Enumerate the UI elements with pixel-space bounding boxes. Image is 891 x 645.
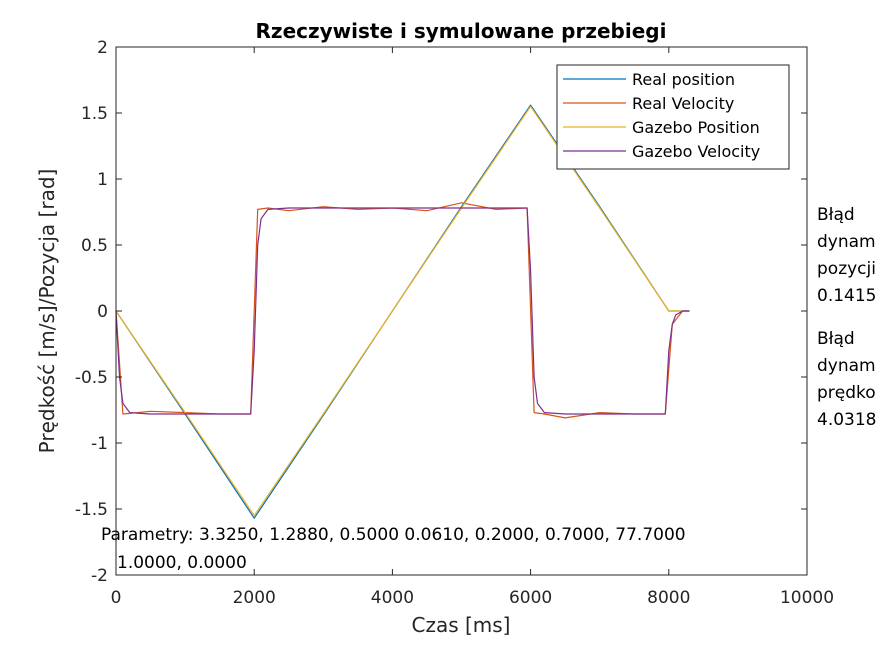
y-tick-label: -1.5 — [75, 500, 108, 520]
y-tick-label: -0.5 — [75, 368, 108, 388]
x-tick-label: 0 — [111, 588, 122, 608]
blad-pozycji-line-2: dynam — [817, 232, 876, 252]
y-tick-label: 1 — [97, 170, 108, 190]
axes-box — [115, 46, 808, 576]
blad-predkosci-line-1: Błąd — [817, 329, 855, 349]
y-tick-label: -1 — [91, 434, 108, 454]
blad-predkosci-value: 4.0318 — [817, 410, 876, 430]
x-tick-label: 10000 — [780, 588, 834, 608]
blad-pozycji-line-3: pozycji — [817, 259, 876, 279]
blad-predkosci-line-3: prędko — [817, 383, 876, 403]
series-line-3 — [115, 105, 690, 517]
blad-pozycji-line-1: Błąd — [817, 205, 855, 225]
blad-pozycji-annotation: Błąd dynam pozycji 0.1415 — [817, 205, 876, 306]
y-axis-label: Prędkość [m/s]/Pozycja [rad] — [35, 169, 59, 454]
parametry-annotation: Parametry: 3.3250, 1.2880, 0.5000 0.0610… — [101, 525, 686, 573]
y-tick-label: 1.5 — [81, 104, 108, 124]
legend-label-3: Gazebo Position — [632, 118, 760, 137]
tick-group: 0 2000 4000 6000 8000 10000 -2 -1.5 -1 -0.5 0 0.5 1 1… — [75, 38, 834, 608]
legend-label-4: Gazebo Velocity — [632, 142, 760, 161]
legend-label-2: Real Velocity — [632, 94, 734, 113]
y-tick-label: 0.5 — [81, 236, 108, 256]
blad-pozycji-value: 0.1415 — [817, 286, 876, 306]
parametry-line-1: Parametry: 3.3250, 1.2880, 0.5000 0.0610… — [101, 525, 686, 545]
blad-predkosci-annotation: Błąd dynam prędko 4.0318 — [817, 329, 876, 430]
series-group — [115, 104, 690, 519]
y-tick-label: 2 — [97, 38, 108, 58]
x-tick-label: 4000 — [371, 588, 414, 608]
chart-title: Rzeczywiste i symulowane przebiegi — [256, 19, 667, 43]
legend-box — [556, 64, 790, 170]
x-axis-label: Czas [ms] — [411, 613, 510, 637]
y-tick-label: -2 — [91, 566, 108, 586]
series-line-4 — [115, 207, 690, 415]
x-tick-label: 6000 — [509, 588, 552, 608]
y-tick-label: 0 — [97, 302, 108, 322]
x-tick-label: 8000 — [647, 588, 690, 608]
blad-predkosci-line-2: dynam — [817, 356, 876, 376]
legend: Real position Real Velocity Gazebo Positio… — [556, 64, 790, 170]
parametry-line-2: 1.0000, 0.0000 — [117, 553, 247, 573]
x-tick-label: 2000 — [233, 588, 276, 608]
legend-label-1: Real position — [632, 70, 735, 89]
